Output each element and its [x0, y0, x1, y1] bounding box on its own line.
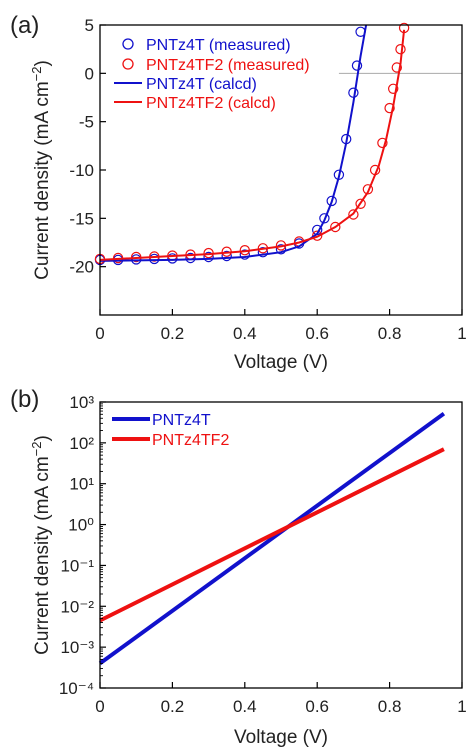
x-tick-label: 1 — [457, 324, 466, 343]
panel-a-ylabel: Current density (mA cm−2) — [29, 60, 53, 280]
legend-label-pntz4tf2-calcd: PNTz4TF2 (calcd) — [146, 95, 276, 112]
panel-a-legend: PNTz4T (measured) PNTz4TF2 (measured) PN… — [114, 37, 310, 112]
panel-b-label: (b) — [10, 386, 39, 413]
series-line-pntz4t-calcd — [99, 24, 368, 262]
x-tick-label: 0.8 — [378, 324, 402, 343]
y-tick-label: 10¹ — [69, 475, 94, 494]
legend-label-pntz4t-calcd: PNTz4T (calcd) — [146, 76, 257, 93]
y-tick-label: 10⁻³ — [60, 638, 94, 657]
data-point — [239, 249, 250, 260]
legend-label-pntz4t-measured: PNTz4T (measured) — [146, 37, 291, 54]
panel-b-series — [98, 411, 446, 666]
y-tick-label: -10 — [69, 161, 94, 180]
legend-marker-pntz4t-measured — [122, 38, 134, 50]
x-tick-label: 0.2 — [161, 697, 185, 716]
y-tick-label: 10⁻² — [60, 597, 94, 616]
data-point — [348, 209, 359, 220]
panel-b-legend: PNTz4T PNTz4TF2 — [112, 412, 229, 449]
data-point — [330, 221, 341, 233]
panel-b-chart: (b) 0 0.2 0.4 0.6 0.8 1 10³ 10² 10¹ 10⁰ 10⁻¹ 10⁻² 10… — [10, 386, 467, 748]
data-point — [319, 213, 330, 224]
panel-a-label: (a) — [10, 12, 39, 39]
series-line-pntz4tf2 — [99, 447, 445, 623]
x-tick-label: 1 — [457, 697, 466, 716]
y-tick-label: -20 — [69, 258, 94, 277]
data-point — [377, 137, 388, 149]
x-tick-label: 0 — [95, 324, 104, 343]
data-point — [395, 44, 406, 55]
data-point — [351, 60, 363, 71]
data-point — [275, 244, 287, 255]
ylabel-tail: ) — [32, 435, 53, 441]
series-line-pntz4t — [98, 411, 446, 666]
data-point — [221, 250, 232, 262]
y-tick-label: -5 — [79, 113, 94, 132]
data-point — [312, 230, 323, 241]
ylabel-tail: ) — [32, 60, 53, 66]
y-tick-label: 5 — [85, 16, 94, 35]
data-point — [257, 246, 269, 258]
series-line-pntz4tf2-calcd — [99, 29, 406, 261]
data-point — [388, 83, 399, 95]
panel-a-xlabel: Voltage (V) — [234, 352, 328, 373]
panel-b-ylabel: Current density (mA cm−2) — [29, 435, 53, 655]
legend-label-pntz4tf2: PNTz4TF2 — [152, 432, 229, 449]
ylabel-main: Current density (mA cm — [32, 81, 53, 280]
panel-b-xlabel: Voltage (V) — [234, 727, 328, 748]
data-point — [355, 198, 366, 209]
legend-label-pntz4tf2-measured: PNTz4TF2 (measured) — [146, 57, 310, 74]
y-tick-label: 10⁻¹ — [60, 556, 94, 575]
x-tick-label: 0.4 — [233, 324, 257, 343]
x-tick-label: 0.6 — [305, 697, 329, 716]
y-tick-label: 0 — [85, 64, 94, 83]
data-point — [167, 253, 178, 264]
ylabel-main: Current density (mA cm — [32, 456, 53, 655]
data-point — [384, 102, 395, 114]
legend-label-pntz4t: PNTz4T — [152, 412, 211, 429]
data-point — [391, 62, 402, 73]
data-point — [326, 195, 337, 207]
x-tick-label: 0.2 — [161, 324, 185, 343]
y-tick-label: 10⁻⁴ — [59, 679, 94, 698]
y-tick-label: 10³ — [69, 393, 94, 412]
ylabel-sup: −2 — [29, 442, 44, 457]
y-tick-label: 10² — [69, 434, 94, 453]
data-point — [203, 251, 214, 263]
data-point — [185, 252, 196, 264]
x-tick-label: 0.8 — [378, 697, 402, 716]
panel-b-plot-frame — [99, 401, 463, 689]
x-tick-label: 0 — [95, 697, 104, 716]
y-tick-label: -15 — [69, 209, 94, 228]
legend-marker-pntz4tf2-measured — [122, 58, 134, 70]
panel-a-chart: (a) 0 0.2 0.4 0.6 0.8 1 5 0 -5 -10 -15 -20 Voltage … — [10, 12, 467, 373]
x-tick-label: 0.6 — [305, 324, 329, 343]
panel-a-series — [94, 22, 410, 266]
y-tick-label: 10⁰ — [68, 516, 94, 535]
ylabel-sup: −2 — [29, 67, 44, 82]
x-tick-label: 0.4 — [233, 697, 257, 716]
panel-a-ticks: 0 0.2 0.4 0.6 0.8 1 5 0 -5 -10 -15 -20 — [69, 16, 466, 343]
panel-b-ticks: 0 0.2 0.4 0.6 0.8 1 10³ 10² 10¹ 10⁰ 10⁻¹ 10⁻² 10⁻³ 10… — [59, 393, 467, 716]
